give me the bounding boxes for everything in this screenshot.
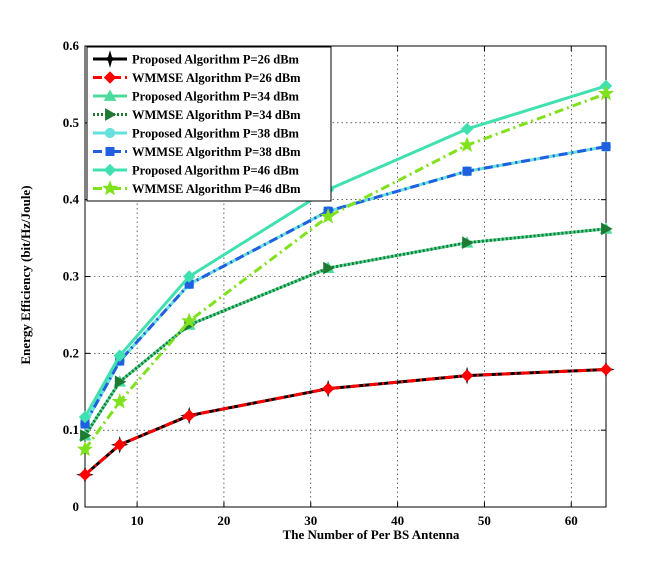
x-tick-label: 20 bbox=[217, 513, 230, 528]
x-tick-label: 30 bbox=[304, 513, 317, 528]
series-line bbox=[83, 145, 607, 425]
legend: Proposed Algorithm P=26 dBm WMMSE Algorit… bbox=[86, 46, 332, 202]
x-tick-label: 60 bbox=[565, 513, 578, 528]
axes: 10 20 30 40 50 60 0 0.1 0.2 0.3 0.4 0.5 0.6 bbox=[63, 38, 607, 528]
legend-item: Proposed Algorithm P=46 dBm bbox=[93, 164, 300, 178]
legend-item: Proposed Algorithm P=26 dBm bbox=[93, 50, 300, 68]
legend-label: Proposed Algorithm P=34 dBm bbox=[132, 90, 300, 104]
legend-label: WMMSE Algorithm P=46 dBm bbox=[132, 182, 301, 196]
legend-item: WMMSE Algorithm P=46 dBm bbox=[93, 180, 301, 196]
data-point bbox=[599, 363, 613, 376]
data-point bbox=[601, 142, 611, 152]
legend-label: WMMSE Algorithm P=38 dBm bbox=[132, 145, 301, 159]
legend-marker bbox=[103, 89, 117, 101]
data-point bbox=[601, 222, 613, 236]
legend-marker bbox=[103, 71, 117, 84]
legend-label: WMMSE Algorithm P=34 dBm bbox=[132, 108, 301, 122]
legend-marker bbox=[105, 108, 117, 121]
data-point bbox=[113, 438, 126, 451]
legend-marker bbox=[104, 127, 116, 139]
data-point bbox=[323, 261, 335, 275]
data-point bbox=[320, 208, 337, 224]
data-point bbox=[462, 166, 472, 176]
series-line bbox=[83, 227, 607, 437]
y-axis-title: Energy Efficiency (bit/Hz/Joule) bbox=[18, 185, 33, 364]
series-wmmse-algorithm-p-26-dbm bbox=[78, 363, 613, 481]
legend-item: WMMSE Algorithm P=34 dBm bbox=[93, 108, 301, 122]
legend-label: Proposed Algorithm P=46 dBm bbox=[132, 164, 300, 178]
series-wmmse-algorithm-p-46-dbm bbox=[77, 85, 614, 457]
series-line bbox=[83, 92, 607, 451]
legend-marker bbox=[102, 180, 118, 196]
x-axis-title: The Number of Per BS Antenna bbox=[283, 527, 460, 542]
data-point bbox=[181, 312, 198, 328]
legend-item: Proposed Algorithm P=34 dBm bbox=[93, 89, 300, 104]
legend-marker bbox=[101, 50, 119, 68]
legend-label: Proposed Algorithm P=38 dBm bbox=[132, 127, 300, 141]
y-tick-label: 0.4 bbox=[63, 192, 80, 207]
legend-box bbox=[86, 46, 332, 202]
legend-label: Proposed Algorithm P=26 dBm bbox=[132, 53, 300, 67]
legend-label: WMMSE Algorithm P=26 dBm bbox=[132, 71, 301, 85]
data-point bbox=[78, 468, 92, 481]
legend-marker bbox=[105, 147, 115, 156]
data-point bbox=[80, 429, 92, 442]
series-line bbox=[83, 84, 607, 418]
y-tick-label: 0.6 bbox=[63, 38, 80, 53]
data-point bbox=[459, 136, 476, 152]
y-tick-label: 0 bbox=[73, 499, 80, 514]
data-point bbox=[460, 369, 474, 382]
x-tick-label: 10 bbox=[131, 513, 144, 528]
data-point bbox=[460, 122, 474, 136]
data-point bbox=[182, 270, 196, 283]
y-tick-label: 0.1 bbox=[63, 422, 79, 437]
data-point bbox=[598, 85, 614, 101]
legend-item: WMMSE Algorithm P=26 dBm bbox=[93, 71, 301, 85]
data-point bbox=[77, 440, 93, 457]
x-tick-label: 40 bbox=[391, 513, 404, 528]
series-wmmse-algorithm-p-34-dbm bbox=[80, 222, 613, 442]
data-point bbox=[78, 410, 92, 424]
y-tick-label: 0.3 bbox=[63, 269, 80, 284]
data-point bbox=[114, 375, 127, 389]
y-tick-label: 0.2 bbox=[63, 345, 79, 360]
series-line bbox=[84, 367, 607, 476]
data-point bbox=[111, 393, 128, 409]
legend-item: WMMSE Algorithm P=38 dBm bbox=[93, 145, 301, 159]
data-point bbox=[182, 409, 196, 422]
legend-item: Proposed Algorithm P=38 dBm bbox=[93, 127, 300, 141]
data-point bbox=[113, 349, 126, 362]
y-tick-label: 0.5 bbox=[63, 115, 80, 130]
data-point bbox=[321, 382, 335, 395]
data-point bbox=[462, 236, 474, 250]
x-tick-label: 50 bbox=[478, 513, 491, 528]
legend-marker bbox=[103, 163, 117, 177]
